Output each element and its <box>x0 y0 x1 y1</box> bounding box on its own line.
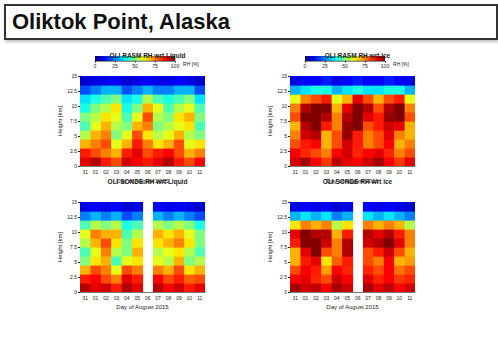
svg-text:04: 04 <box>124 169 130 175</box>
svg-text:10: 10 <box>281 229 287 235</box>
svg-text:RH [%]: RH [%] <box>183 61 199 67</box>
svg-text:0: 0 <box>284 289 287 295</box>
svg-text:03: 03 <box>114 295 120 301</box>
svg-text:0: 0 <box>284 163 287 169</box>
svg-text:2.5: 2.5 <box>280 274 287 280</box>
svg-text:04: 04 <box>124 295 130 301</box>
svg-text:31: 31 <box>82 295 88 301</box>
svg-text:06: 06 <box>355 169 361 175</box>
svg-text:15: 15 <box>281 73 287 79</box>
svg-text:Height [km]: Height [km] <box>267 105 273 136</box>
svg-text:7.5: 7.5 <box>70 244 77 250</box>
svg-text:10: 10 <box>71 103 77 109</box>
svg-text:08: 08 <box>166 169 172 175</box>
svg-text:08: 08 <box>376 169 382 175</box>
svg-text:05: 05 <box>345 295 351 301</box>
svg-text:10: 10 <box>71 229 77 235</box>
svg-text:09: 09 <box>176 295 182 301</box>
svg-text:01: 01 <box>303 295 309 301</box>
svg-text:06: 06 <box>145 295 151 301</box>
svg-text:OLI SONDE RH wrt Liquid: OLI SONDE RH wrt Liquid <box>108 178 188 186</box>
svg-text:05: 05 <box>345 169 351 175</box>
svg-text:7.5: 7.5 <box>280 118 287 124</box>
svg-text:07: 07 <box>155 169 161 175</box>
svg-text:02: 02 <box>103 169 109 175</box>
svg-text:10: 10 <box>187 295 193 301</box>
svg-text:09: 09 <box>386 169 392 175</box>
svg-text:5: 5 <box>74 133 77 139</box>
svg-text:15: 15 <box>71 73 77 79</box>
svg-text:OLI RASM RH wrt Ice: OLI RASM RH wrt Ice <box>325 52 391 59</box>
svg-text:100: 100 <box>381 63 390 69</box>
svg-text:75: 75 <box>152 63 158 69</box>
svg-text:11: 11 <box>407 169 412 175</box>
svg-text:10: 10 <box>397 169 403 175</box>
svg-text:07: 07 <box>155 295 161 301</box>
svg-text:Height [km]: Height [km] <box>57 105 63 136</box>
svg-text:04: 04 <box>334 169 340 175</box>
svg-text:Height [km]: Height [km] <box>57 231 63 262</box>
svg-text:03: 03 <box>324 295 330 301</box>
svg-text:07: 07 <box>365 295 371 301</box>
svg-text:7.5: 7.5 <box>280 244 287 250</box>
svg-text:0: 0 <box>74 163 77 169</box>
svg-text:06: 06 <box>355 295 361 301</box>
svg-text:RH [%]: RH [%] <box>393 61 409 67</box>
svg-text:12.5: 12.5 <box>277 88 287 94</box>
svg-text:07: 07 <box>365 169 371 175</box>
svg-text:15: 15 <box>281 199 287 205</box>
svg-text:OLI RASM RH wrt Liquid: OLI RASM RH wrt Liquid <box>110 52 186 60</box>
svg-text:25: 25 <box>112 63 118 69</box>
svg-text:31: 31 <box>292 295 298 301</box>
svg-text:2.5: 2.5 <box>70 148 77 154</box>
svg-text:02: 02 <box>313 169 319 175</box>
svg-text:2.5: 2.5 <box>280 148 287 154</box>
svg-text:0: 0 <box>304 63 307 69</box>
svg-text:Day of August 2015: Day of August 2015 <box>326 304 379 310</box>
svg-text:03: 03 <box>324 169 330 175</box>
svg-text:25: 25 <box>322 63 328 69</box>
svg-text:75: 75 <box>362 63 368 69</box>
svg-text:08: 08 <box>376 295 382 301</box>
svg-text:11: 11 <box>407 295 412 301</box>
svg-text:0: 0 <box>94 63 97 69</box>
svg-text:08: 08 <box>166 295 172 301</box>
svg-text:0: 0 <box>74 289 77 295</box>
svg-text:05: 05 <box>135 169 141 175</box>
svg-text:7.5: 7.5 <box>70 118 77 124</box>
svg-text:31: 31 <box>82 169 88 175</box>
svg-text:06: 06 <box>145 169 151 175</box>
svg-text:03: 03 <box>114 169 120 175</box>
svg-text:15: 15 <box>71 199 77 205</box>
svg-text:2.5: 2.5 <box>70 274 77 280</box>
svg-text:10: 10 <box>281 103 287 109</box>
svg-text:5: 5 <box>284 133 287 139</box>
svg-text:Day of August 2015: Day of August 2015 <box>116 304 169 310</box>
svg-text:05: 05 <box>135 295 141 301</box>
svg-text:01: 01 <box>93 295 99 301</box>
svg-text:12.5: 12.5 <box>67 88 77 94</box>
svg-text:04: 04 <box>334 295 340 301</box>
svg-text:Height [km]: Height [km] <box>267 231 273 262</box>
svg-text:31: 31 <box>292 169 298 175</box>
svg-text:12.5: 12.5 <box>67 214 77 220</box>
svg-text:5: 5 <box>74 259 77 265</box>
svg-text:09: 09 <box>176 169 182 175</box>
svg-text:100: 100 <box>171 63 180 69</box>
svg-text:10: 10 <box>397 295 403 301</box>
svg-text:12.5: 12.5 <box>277 214 287 220</box>
svg-text:OLI SONDE RH wrt Ice: OLI SONDE RH wrt Ice <box>323 178 393 185</box>
svg-text:10: 10 <box>187 169 193 175</box>
html-text:Oliktok Point, Alaska: Oliktok Point, Alaska <box>12 9 230 34</box>
svg-text:01: 01 <box>93 169 99 175</box>
svg-text:02: 02 <box>313 295 319 301</box>
svg-text:01: 01 <box>303 169 309 175</box>
svg-text:50: 50 <box>342 63 348 69</box>
svg-text:02: 02 <box>103 295 109 301</box>
svg-text:5: 5 <box>284 259 287 265</box>
svg-text:11: 11 <box>197 169 202 175</box>
svg-text:09: 09 <box>386 295 392 301</box>
svg-text:50: 50 <box>132 63 138 69</box>
svg-text:11: 11 <box>197 295 202 301</box>
